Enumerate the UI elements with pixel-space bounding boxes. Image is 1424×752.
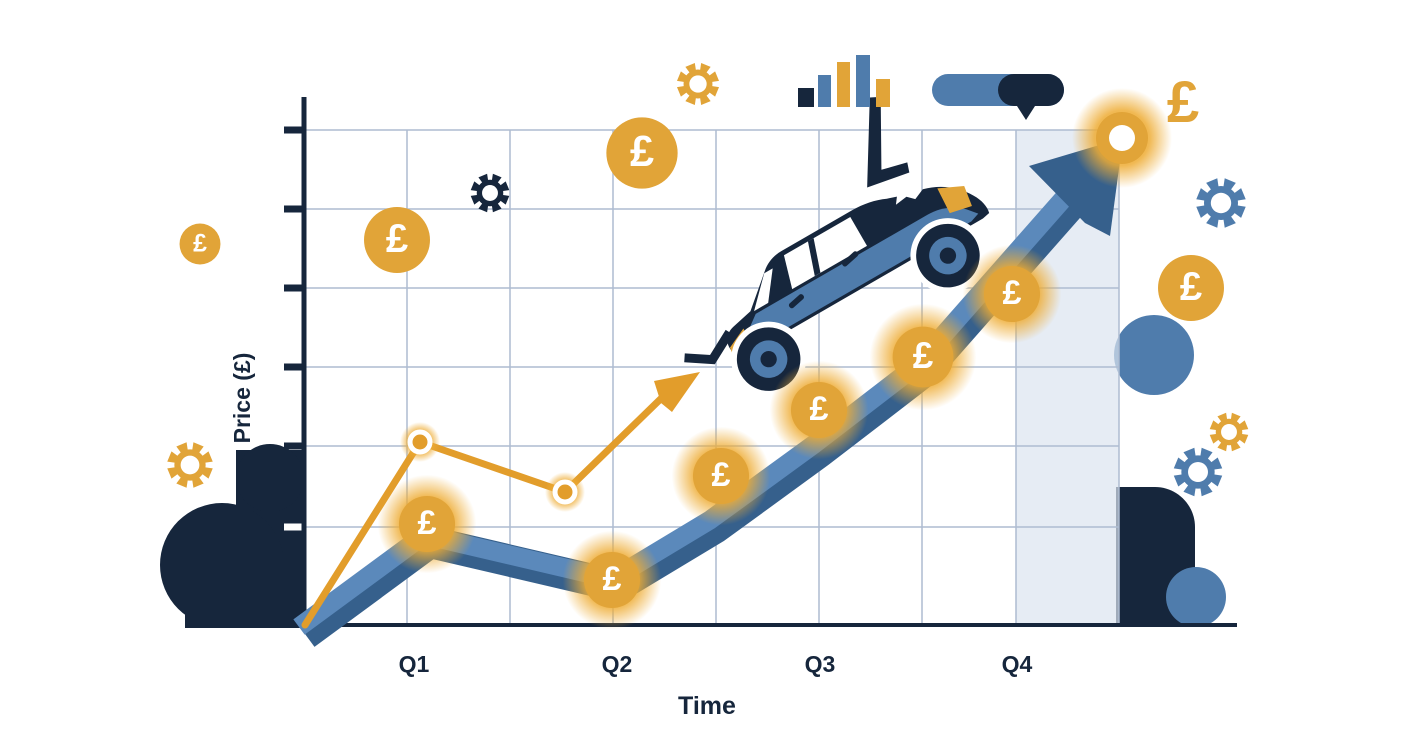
svg-text:Q3: Q3 bbox=[805, 651, 836, 677]
svg-text:Q1: Q1 bbox=[399, 651, 430, 677]
svg-text:£: £ bbox=[1167, 70, 1199, 135]
svg-text:Price (£): Price (£) bbox=[229, 353, 255, 444]
svg-text:Time: Time bbox=[678, 692, 736, 720]
svg-text:Q2: Q2 bbox=[602, 651, 633, 677]
svg-text:Q4: Q4 bbox=[1002, 651, 1033, 677]
